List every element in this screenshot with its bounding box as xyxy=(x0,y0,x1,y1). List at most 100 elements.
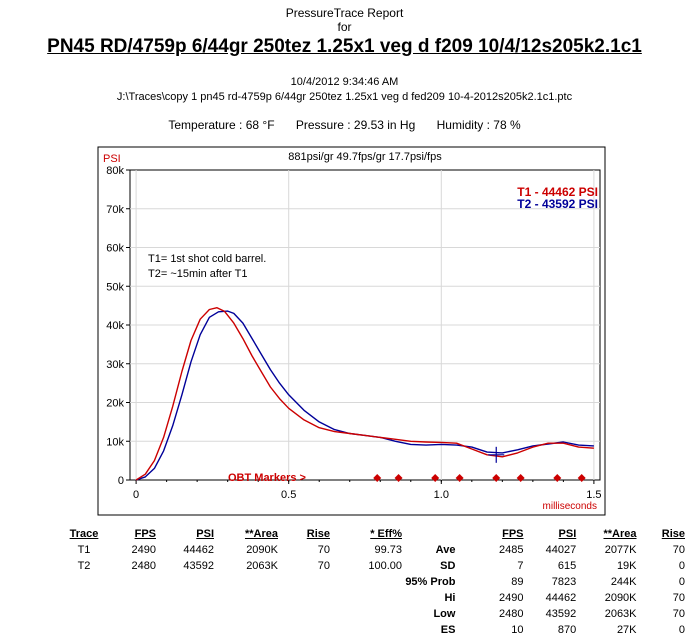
humidity-text: Humidity : 78 % xyxy=(436,118,521,132)
cell: 2090K xyxy=(246,544,278,556)
cell: 44462 xyxy=(183,544,214,556)
table-row: Low 2480 43592 2063K 70 xyxy=(398,606,689,622)
cell: 70 xyxy=(317,544,330,556)
gridlines xyxy=(130,170,600,480)
x-tick-label: 0 xyxy=(133,489,139,501)
y-tick-label: 60k xyxy=(106,243,124,255)
annotation-line-2: T2= ~15min after T1 xyxy=(148,268,247,280)
chart-frame xyxy=(97,146,606,516)
report-for-label: for xyxy=(337,20,352,34)
cell: 870 xyxy=(557,624,577,636)
stat-label: Hi xyxy=(444,592,456,604)
table-row: T2 2480 43592 2063K 70 100.00 xyxy=(60,558,406,574)
cell: 0 xyxy=(678,560,685,572)
table-row: SD 7 615 19K 0 xyxy=(398,558,689,574)
legend-t1: T1 - 44462 PSI xyxy=(517,185,598,199)
obt-marker xyxy=(394,474,403,482)
cell: T1 xyxy=(77,544,91,556)
col-rise: Rise xyxy=(661,528,685,540)
obt-marker xyxy=(553,474,562,482)
cell: 19K xyxy=(616,560,637,572)
legend-t2: T2 - 43592 PSI xyxy=(517,197,598,211)
cell: 99.73 xyxy=(374,544,402,556)
cell: 2490 xyxy=(131,544,156,556)
stat-label: Ave xyxy=(435,544,456,556)
y-tick-label: 40k xyxy=(106,320,124,332)
obt-marker xyxy=(455,474,464,482)
col-eff: * Eff% xyxy=(370,528,402,540)
col-area: **Area xyxy=(244,528,278,540)
obt-marker xyxy=(577,474,586,482)
cell: 100.00 xyxy=(368,560,402,572)
obt-marker xyxy=(373,474,382,482)
cell: 2077K xyxy=(604,544,637,556)
conditions-row: Temperature : 68 °F Pressure : 29.53 in … xyxy=(0,118,689,132)
cell: 2063K xyxy=(604,608,637,620)
cell: 2090K xyxy=(604,592,637,604)
report-load-name: PN45 RD/4759p 6/44gr 250tez 1.25x1 veg d… xyxy=(47,36,642,57)
cell: 43592 xyxy=(183,560,214,572)
stat-label: ES xyxy=(440,624,456,636)
table-row: T1 2490 44462 2090K 70 99.73 xyxy=(60,542,406,558)
table-row: Ave 2485 44027 2077K 70 xyxy=(398,542,689,558)
cell: 27K xyxy=(616,624,637,636)
y-tick-label: 30k xyxy=(106,359,124,371)
obt-marker xyxy=(431,474,440,482)
y-tick-label: 20k xyxy=(106,398,124,410)
y-tick-label: 10k xyxy=(106,436,124,448)
x-tick-label: 0.5 xyxy=(281,489,296,501)
report-title: PressureTrace Report xyxy=(285,6,404,20)
cell: 7823 xyxy=(551,576,577,588)
stats-table-header: FPS PSI **Area Rise xyxy=(398,526,689,542)
y-tick-label: 80k xyxy=(106,165,124,177)
y-tick-label: 0 xyxy=(118,475,124,487)
col-psi: PSI xyxy=(196,528,214,540)
trace-table: Trace FPS PSI **Area Rise * Eff% T1 2490… xyxy=(60,526,406,574)
cell: 2490 xyxy=(499,592,524,604)
cell: 10 xyxy=(511,624,524,636)
cell: 89 xyxy=(511,576,524,588)
col-psi: PSI xyxy=(558,528,577,540)
obt-marker xyxy=(492,474,501,482)
cell: 70 xyxy=(672,592,685,604)
y-ticks: 0 10k 20k 30k 40k 50k 60k 70k 80k xyxy=(106,165,130,487)
cell: 2480 xyxy=(131,560,156,572)
temperature-text: Temperature : 68 °F xyxy=(168,118,275,132)
col-area: **Area xyxy=(603,528,637,540)
y-tick-label: 50k xyxy=(106,281,124,293)
col-fps: FPS xyxy=(134,528,156,540)
col-fps: FPS xyxy=(502,528,524,540)
y-axis-label: PSI xyxy=(103,153,121,165)
col-rise: Rise xyxy=(306,528,330,540)
cell: 0 xyxy=(678,576,685,588)
stat-label: SD xyxy=(440,560,456,572)
cell: 7 xyxy=(517,560,524,572)
table-row: 95% Prob 89 7823 244K 0 xyxy=(398,574,689,590)
stats-table: FPS PSI **Area Rise Ave 2485 44027 2077K 70 S… xyxy=(398,526,689,638)
cell: T2 xyxy=(77,560,91,572)
col-stat xyxy=(398,526,473,542)
cell: 2485 xyxy=(499,544,524,556)
series-line-t2 xyxy=(135,310,594,481)
report-date: 10/4/2012 9:34:46 AM xyxy=(290,76,399,88)
x-tick-label: 1.0 xyxy=(434,489,449,501)
x-tick-label: 1.5 xyxy=(586,489,601,501)
col-trace: Trace xyxy=(69,528,99,540)
cell: 70 xyxy=(672,608,685,620)
annotation-line-1: T1= 1st shot cold barrel. xyxy=(148,253,266,265)
table-row: Hi 2490 44462 2090K 70 xyxy=(398,590,689,606)
cell: 2063K xyxy=(246,560,278,572)
cell: 70 xyxy=(672,544,685,556)
stat-label: 95% Prob xyxy=(405,576,456,588)
cell: 44027 xyxy=(545,544,577,556)
pressure-text: Pressure : 29.53 in Hg xyxy=(295,118,416,132)
obt-markers-label: OBT Markers > xyxy=(228,472,306,484)
y-tick-label: 70k xyxy=(106,204,124,216)
obt-marker xyxy=(516,474,525,482)
cell: 615 xyxy=(557,560,577,572)
x-axis-label: milliseconds xyxy=(543,501,597,512)
trace-table-header: Trace FPS PSI **Area Rise * Eff% xyxy=(60,526,406,542)
report-file-path: J:\Traces\copy 1 pn45 rd-4759p 6/44gr 25… xyxy=(116,91,573,103)
chart-subtitle: 881psi/gr 49.7fps/gr 17.7psi/fps xyxy=(288,151,442,163)
